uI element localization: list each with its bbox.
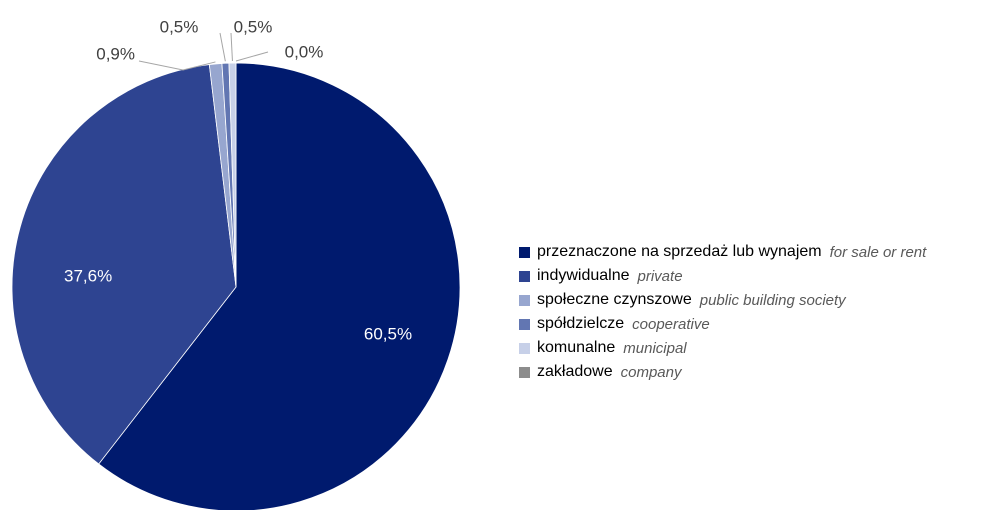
legend-label: przeznaczone na sprzedaż lub wynajem [537, 243, 822, 260]
legend-label-en: company [620, 363, 682, 381]
legend-item: społeczne czynszowe public building socie… [519, 288, 926, 312]
leader-line [235, 51, 269, 62]
legend-label: spółdzielcze [537, 315, 625, 332]
legend-swatch [519, 318, 530, 330]
legend-label-en: public building society [699, 291, 846, 309]
legend-swatch [519, 366, 530, 378]
legend-swatch [519, 342, 530, 354]
legend-label: komunalne [537, 339, 616, 356]
legend-label: zakładowe [537, 363, 613, 380]
slice-value-label: 0,5% [234, 17, 273, 36]
legend-item: przeznaczone na sprzedaż lub wynajem for … [519, 240, 926, 264]
legend-swatch [519, 246, 530, 258]
pie-slice-2 [11, 64, 237, 465]
legend-label-en: cooperative [632, 315, 710, 333]
leader-line [219, 32, 226, 62]
legend-item: komunalne municipal [519, 336, 926, 360]
slice-value-label: 0,5% [160, 17, 199, 36]
slice-value-label: 60,5% [364, 324, 412, 343]
legend-label-en: municipal [623, 339, 687, 357]
legend-label: indywidualne [537, 267, 630, 284]
legend-label-en: private [637, 267, 683, 285]
legend-swatch [519, 294, 530, 306]
chart-legend: przeznaczone na sprzedaż lub wynajem for … [519, 240, 926, 384]
legend-item: indywidualne private [519, 264, 926, 288]
slice-value-label: 0,9% [96, 44, 135, 63]
slice-value-label: 37,6% [64, 266, 112, 285]
legend-label-en: for sale or rent [829, 243, 927, 261]
leader-line [138, 60, 216, 71]
legend-swatch [519, 270, 530, 282]
legend-item: spółdzielcze cooperative [519, 312, 926, 336]
legend-item: zakładowe company [519, 360, 926, 384]
pie-slice-5 [228, 62, 237, 288]
legend-label: społeczne czynszowe [537, 291, 692, 308]
slice-value-label: 0,0% [285, 42, 324, 61]
leader-line [230, 32, 233, 62]
